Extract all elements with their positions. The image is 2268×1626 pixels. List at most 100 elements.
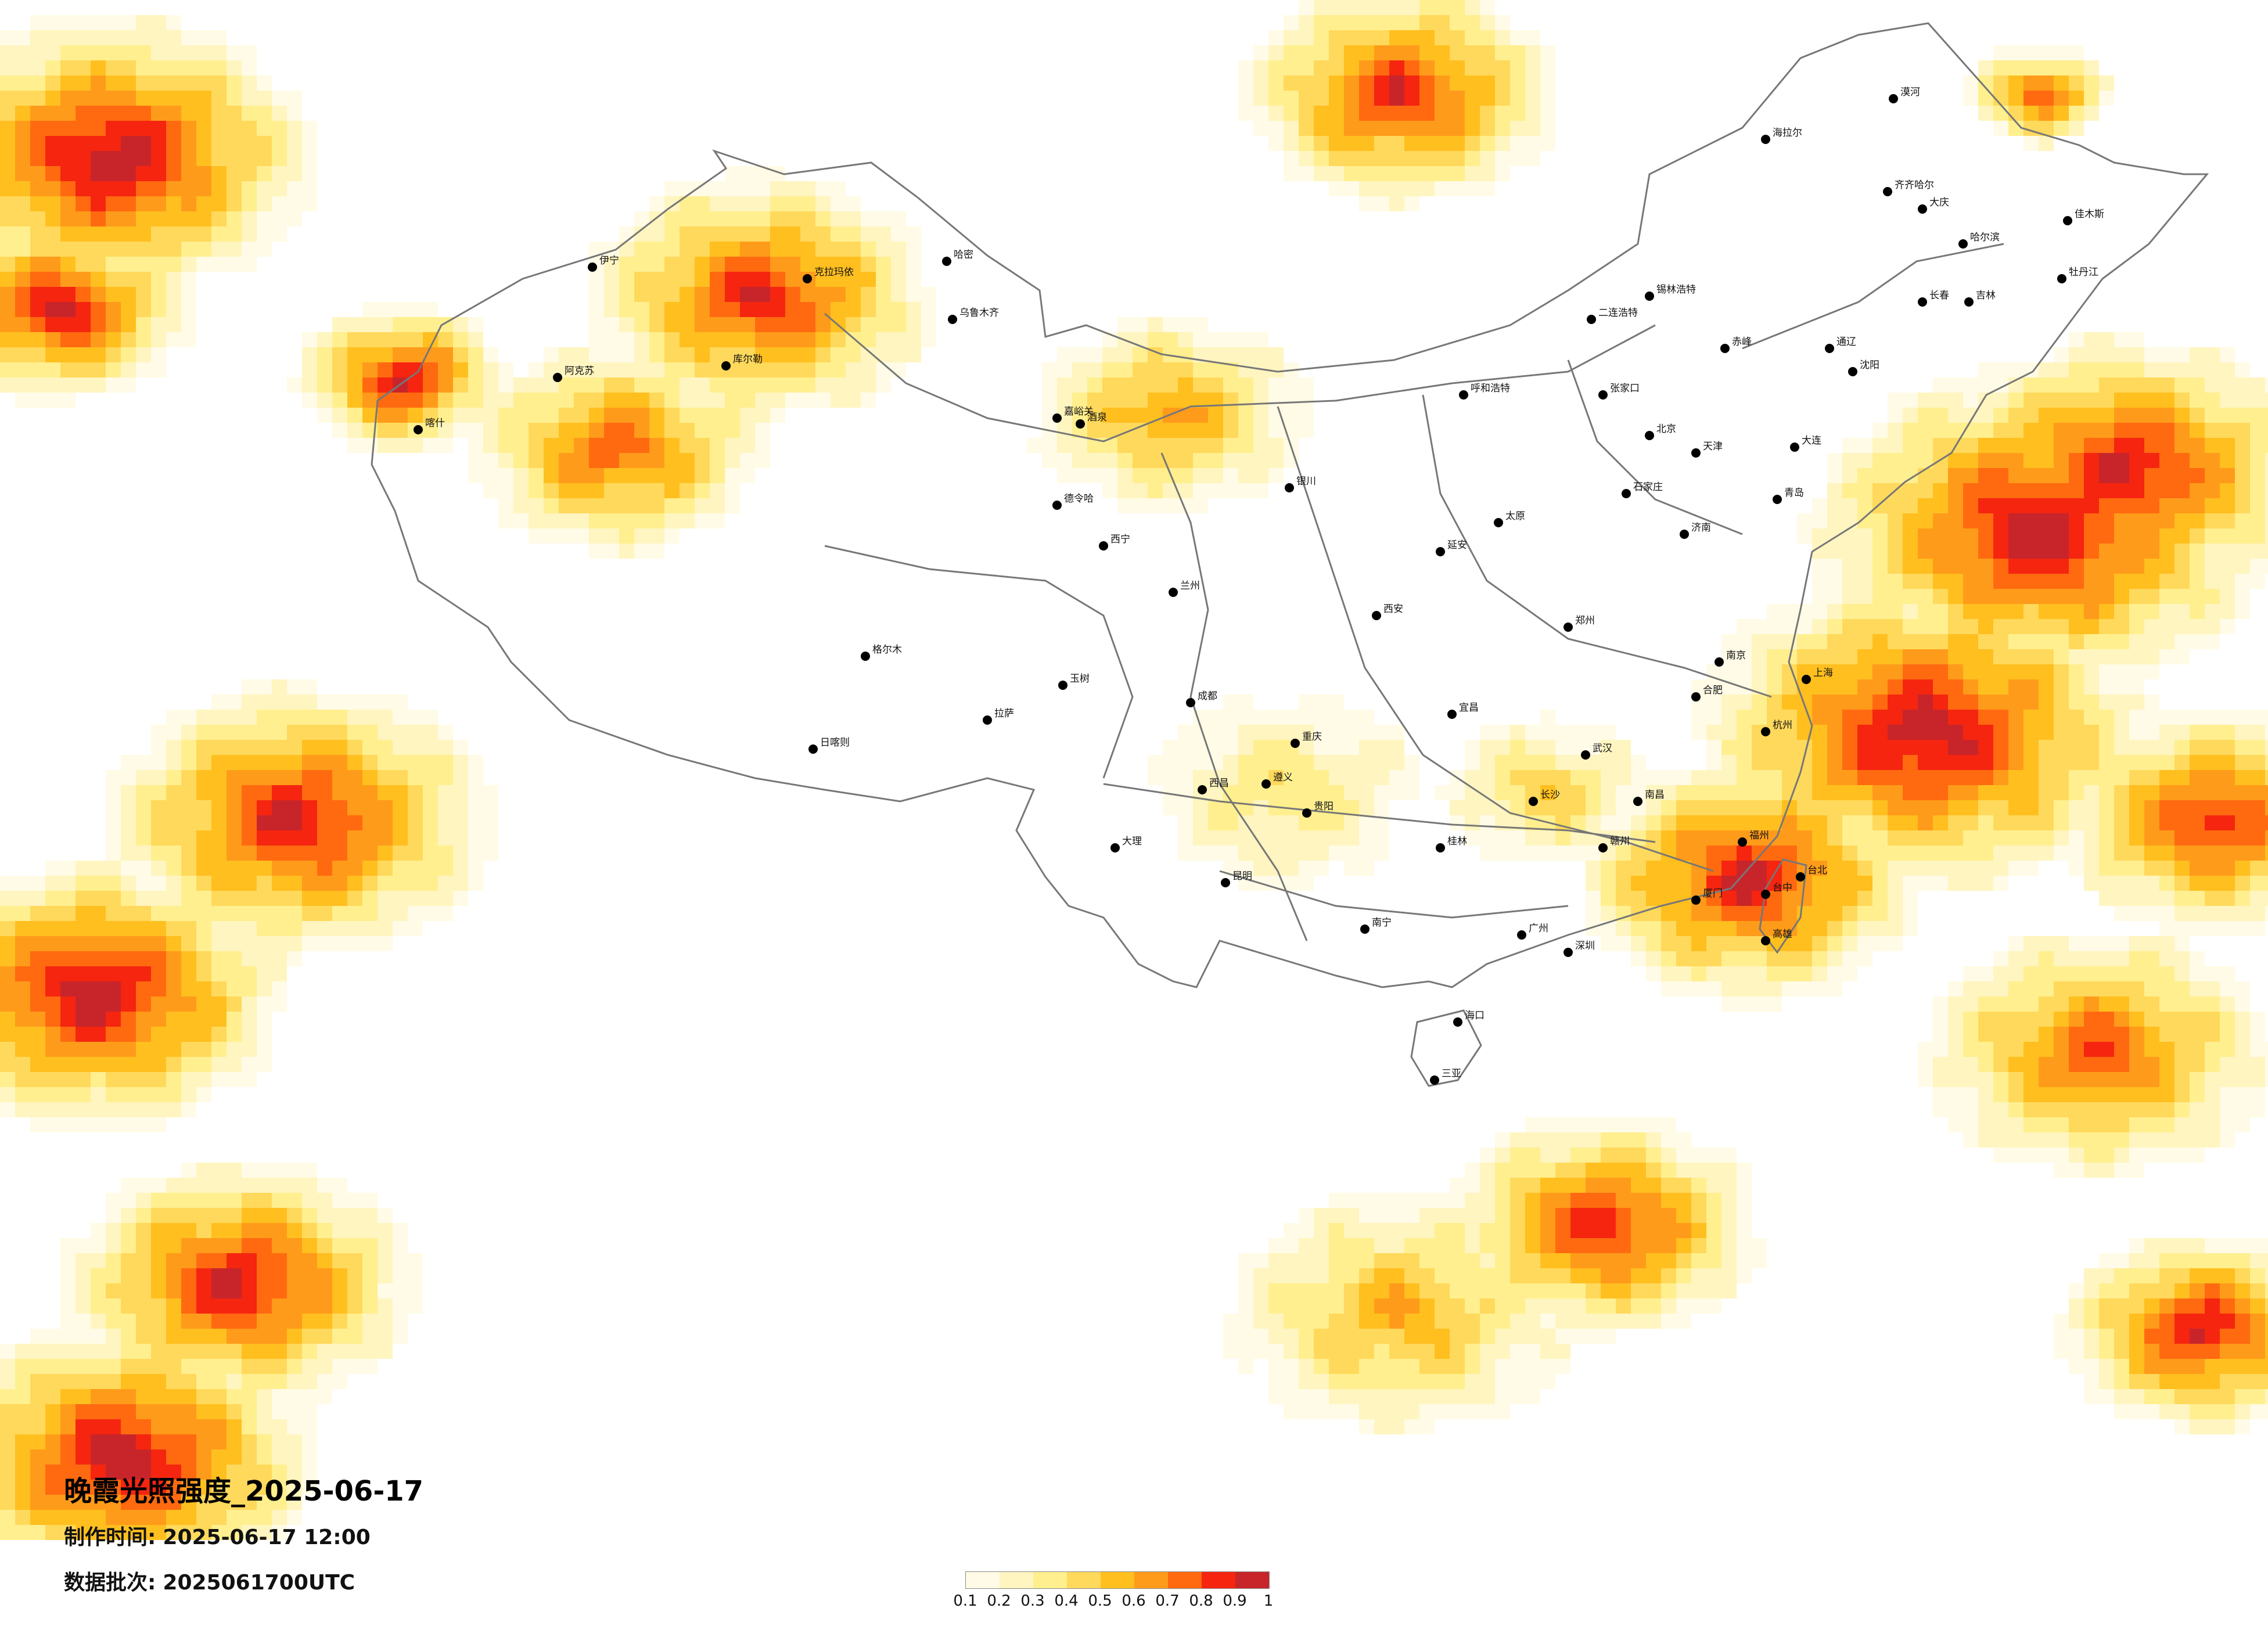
city-label: 高雄 [1773, 929, 1792, 940]
city-label: 青岛 [1784, 487, 1804, 499]
city-dot [1691, 895, 1701, 905]
inner-border-3 [1160, 452, 1308, 941]
city-dot [588, 262, 597, 272]
city-dot [1529, 797, 1538, 806]
city-label: 南宁 [1372, 917, 1392, 929]
city-dot [1633, 797, 1642, 806]
city-dot [1964, 297, 1974, 307]
city-dot [1802, 675, 1811, 684]
city-label: 库尔勒 [733, 354, 763, 365]
city-dot [1645, 431, 1654, 440]
city-dot [1052, 413, 1062, 423]
city-dot [1645, 292, 1654, 301]
city-label: 乌鲁木齐 [959, 307, 999, 319]
legend-tick-label: 1 [1263, 1592, 1274, 1610]
city-label: 长沙 [1540, 789, 1560, 801]
city-dot [1715, 657, 1724, 667]
city-label: 上海 [1813, 667, 1833, 679]
city-dot [2063, 216, 2072, 225]
hainan-outline [1410, 1009, 1482, 1087]
intensity-field [0, 0, 2268, 1540]
city-dot [1622, 489, 1631, 498]
legend-tick-label: 0.6 [1122, 1592, 1146, 1610]
city-dot [414, 425, 423, 434]
city-label: 合肥 [1703, 685, 1723, 696]
legend-tick-label: 0.1 [953, 1592, 977, 1610]
city-dot [983, 715, 992, 725]
legend-swatch [1101, 1572, 1134, 1588]
city-dot [948, 315, 957, 324]
inner-border-2 [824, 545, 1134, 779]
city-dot [553, 373, 562, 382]
city-dot [1761, 936, 1770, 945]
province-borders [371, 22, 2209, 1087]
city-dot [1110, 843, 1120, 852]
city-dot [1285, 483, 1294, 492]
city-dot [1186, 698, 1195, 707]
city-label: 西昌 [1209, 778, 1229, 789]
city-label: 延安 [1447, 539, 1467, 551]
city-dot [1761, 727, 1770, 736]
city-label: 三亚 [1442, 1068, 1461, 1080]
city-dot [1436, 843, 1445, 852]
city-dot [1058, 681, 1067, 690]
made-time-value: 2025-06-17 12:00 [163, 1526, 371, 1549]
city-label: 海拉尔 [1773, 127, 1802, 139]
legend-tick-label: 0.2 [987, 1592, 1011, 1610]
made-time-label: 制作时间: [64, 1526, 156, 1549]
city-label: 兰州 [1180, 580, 1200, 592]
city-label: 锡林浩特 [1656, 284, 1696, 296]
city-dot [1198, 785, 1207, 794]
legend-color-bar [965, 1571, 1270, 1589]
city-dot [1459, 390, 1468, 400]
city-dot [1848, 367, 1857, 376]
city-label: 阿克苏 [565, 365, 594, 377]
city-label: 济南 [1691, 522, 1711, 534]
legend-tick-label: 0.7 [1155, 1592, 1180, 1610]
city-label: 克拉玛依 [814, 267, 854, 278]
city-label: 天津 [1703, 441, 1723, 452]
city-label: 大连 [1802, 435, 1821, 447]
city-label: 二连浩特 [1598, 307, 1638, 319]
city-dot [1261, 779, 1271, 789]
city-label: 漠河 [1900, 87, 1920, 98]
city-label: 酒泉 [1087, 412, 1107, 423]
inner-border-8 [1219, 870, 1569, 919]
inner-border-6 [1567, 359, 1743, 535]
city-dot [1598, 390, 1608, 400]
city-dot [1587, 315, 1596, 324]
city-label: 遵义 [1273, 772, 1293, 783]
legend-swatch [1000, 1572, 1033, 1588]
city-label: 吉林 [1976, 290, 1996, 301]
city-dot [1563, 948, 1573, 957]
city-dot [1494, 518, 1503, 527]
data-batch-value: 2025061700UTC [163, 1571, 355, 1595]
city-dot [861, 652, 870, 661]
legend-swatch [1235, 1572, 1269, 1588]
city-dot [1052, 501, 1062, 510]
city-dot [1889, 94, 1898, 103]
city-dot [721, 361, 731, 370]
city-dot [1761, 135, 1770, 144]
city-dot [1796, 872, 1805, 882]
city-label: 张家口 [1610, 383, 1640, 394]
city-label: 大理 [1122, 836, 1142, 847]
legend-swatch [1168, 1572, 1202, 1588]
city-label: 喀什 [425, 418, 445, 429]
made-time-row: 制作时间: 2025-06-17 12:00 [64, 1520, 371, 1551]
city-label: 大庆 [1929, 197, 1949, 208]
city-label: 日喀则 [820, 737, 850, 749]
city-label: 牡丹江 [2069, 267, 2098, 278]
city-label: 太原 [1505, 510, 1525, 522]
city-label: 台北 [1807, 865, 1827, 876]
taiwan-outline [1759, 858, 1807, 954]
city-label: 南京 [1726, 650, 1746, 661]
city-label: 石家庄 [1633, 481, 1663, 493]
legend-tick-label: 0.9 [1223, 1592, 1247, 1610]
city-dot [1291, 739, 1300, 748]
city-dot [1883, 187, 1892, 196]
city-dot [1773, 495, 1782, 504]
map-title: 晚霞光照强度_2025-06-17 [64, 1475, 424, 1508]
